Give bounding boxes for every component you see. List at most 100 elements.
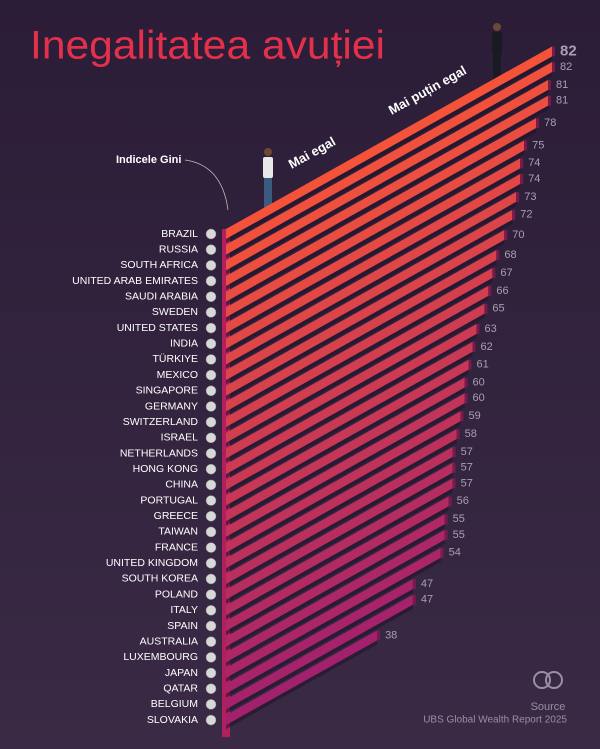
value-label: 65: [492, 303, 504, 315]
value-label: 38: [385, 629, 397, 641]
bar-end: [464, 393, 468, 404]
category-label: SOUTH AFRICA: [120, 259, 198, 271]
bar-shadow: [226, 184, 521, 353]
source: UBS Global Wealth Report 2025: [423, 715, 567, 726]
person: [492, 23, 502, 80]
bar-end: [464, 377, 468, 388]
flag: [205, 636, 217, 647]
bar: [226, 447, 453, 584]
value-label: 68: [504, 249, 516, 261]
value-label: 47: [421, 578, 433, 590]
category-label: UNITED STATES: [117, 322, 198, 334]
bar-shadow: [226, 219, 513, 385]
pointer: [184, 159, 229, 211]
bar: [226, 174, 521, 349]
flag: [205, 526, 217, 538]
value-label: 60: [473, 377, 485, 389]
bar: [226, 62, 552, 255]
category-label: TAIWAN: [158, 526, 198, 538]
bar-end: [456, 429, 460, 440]
bar-end: [552, 46, 555, 57]
bar-shadow: [226, 295, 489, 447]
category-label: HONG KONG: [133, 463, 198, 475]
bar-shadow: [226, 239, 505, 400]
category-label: GREECE: [154, 510, 198, 522]
bar-shadow: [226, 506, 449, 635]
value-label: 60: [473, 392, 485, 404]
bar-shadow: [226, 472, 453, 604]
bar: [226, 323, 477, 475]
flag: [205, 401, 217, 412]
category-label: POLAND: [155, 588, 199, 600]
bar: [226, 250, 497, 412]
bar-shadow: [226, 439, 457, 573]
bar: [226, 285, 489, 443]
bar-end: [496, 250, 500, 261]
value-label: 61: [477, 359, 489, 371]
bar: [226, 229, 505, 396]
value-label: 63: [484, 323, 496, 335]
category-label: CHINA: [165, 479, 198, 491]
category-label: RUSSIA: [159, 243, 198, 255]
bar-end: [476, 323, 480, 334]
category-label: SWITZERLAND: [123, 416, 199, 428]
category-label: UNITED KINGDOM: [106, 557, 198, 569]
bar: [226, 514, 445, 647]
flag: [205, 495, 217, 506]
flag: [205, 307, 217, 318]
bar-shadow: [226, 72, 552, 259]
bar-shadow: [226, 90, 549, 275]
value-label: 59: [469, 410, 481, 422]
category-label: LUXEMBOURG: [123, 651, 198, 663]
bar-shadow: [226, 56, 552, 243]
value-label: 57: [461, 446, 473, 458]
bar: [226, 209, 513, 381]
bar-end: [552, 62, 555, 73]
value-label: 75: [532, 139, 544, 151]
bar-shadow: [226, 333, 477, 479]
flag: [205, 385, 217, 397]
flag: [205, 699, 217, 710]
bar-shadow: [226, 640, 378, 730]
bar: [226, 462, 453, 600]
bar-end: [412, 594, 416, 605]
bar-end: [444, 529, 448, 540]
category-label: TÜRKIYE: [152, 353, 198, 365]
value-label: 78: [544, 117, 556, 129]
bar-end: [444, 514, 448, 525]
bar: [226, 118, 537, 302]
value-label: 66: [496, 285, 508, 297]
bar-shadow: [226, 168, 521, 338]
bar-shadow: [226, 524, 445, 651]
axis-label: Indicele Gini: [116, 154, 181, 166]
bar-shadow: [226, 539, 445, 667]
bar-shadow: [226, 403, 465, 541]
category-label: BRAZIL: [161, 228, 198, 240]
bar-end: [412, 579, 416, 590]
value-label: 55: [453, 529, 465, 541]
value-label: 57: [461, 477, 473, 489]
bar: [226, 547, 441, 679]
value-label: 73: [524, 191, 536, 203]
bar-shadow: [226, 387, 465, 526]
bar: [226, 579, 413, 694]
bar-shadow: [226, 313, 485, 463]
value-label: 62: [480, 341, 492, 353]
flag: [205, 291, 217, 302]
value-label: 74: [528, 173, 540, 185]
bar-end: [440, 547, 444, 558]
category-label: ISRAEL: [161, 432, 199, 444]
value-label: 67: [500, 267, 512, 279]
value-label: 47: [421, 594, 433, 606]
value-label: 82: [560, 61, 572, 73]
bar-shadow: [226, 105, 549, 291]
bar: [226, 411, 461, 553]
flag: [205, 432, 217, 444]
bar-end: [472, 341, 476, 352]
flag: [205, 260, 217, 271]
flag: [205, 667, 217, 679]
category-label: JAPAN: [165, 667, 198, 679]
bar: [226, 478, 453, 616]
chart-title: Inegalitatea avuției: [30, 24, 385, 68]
bar: [226, 359, 469, 506]
